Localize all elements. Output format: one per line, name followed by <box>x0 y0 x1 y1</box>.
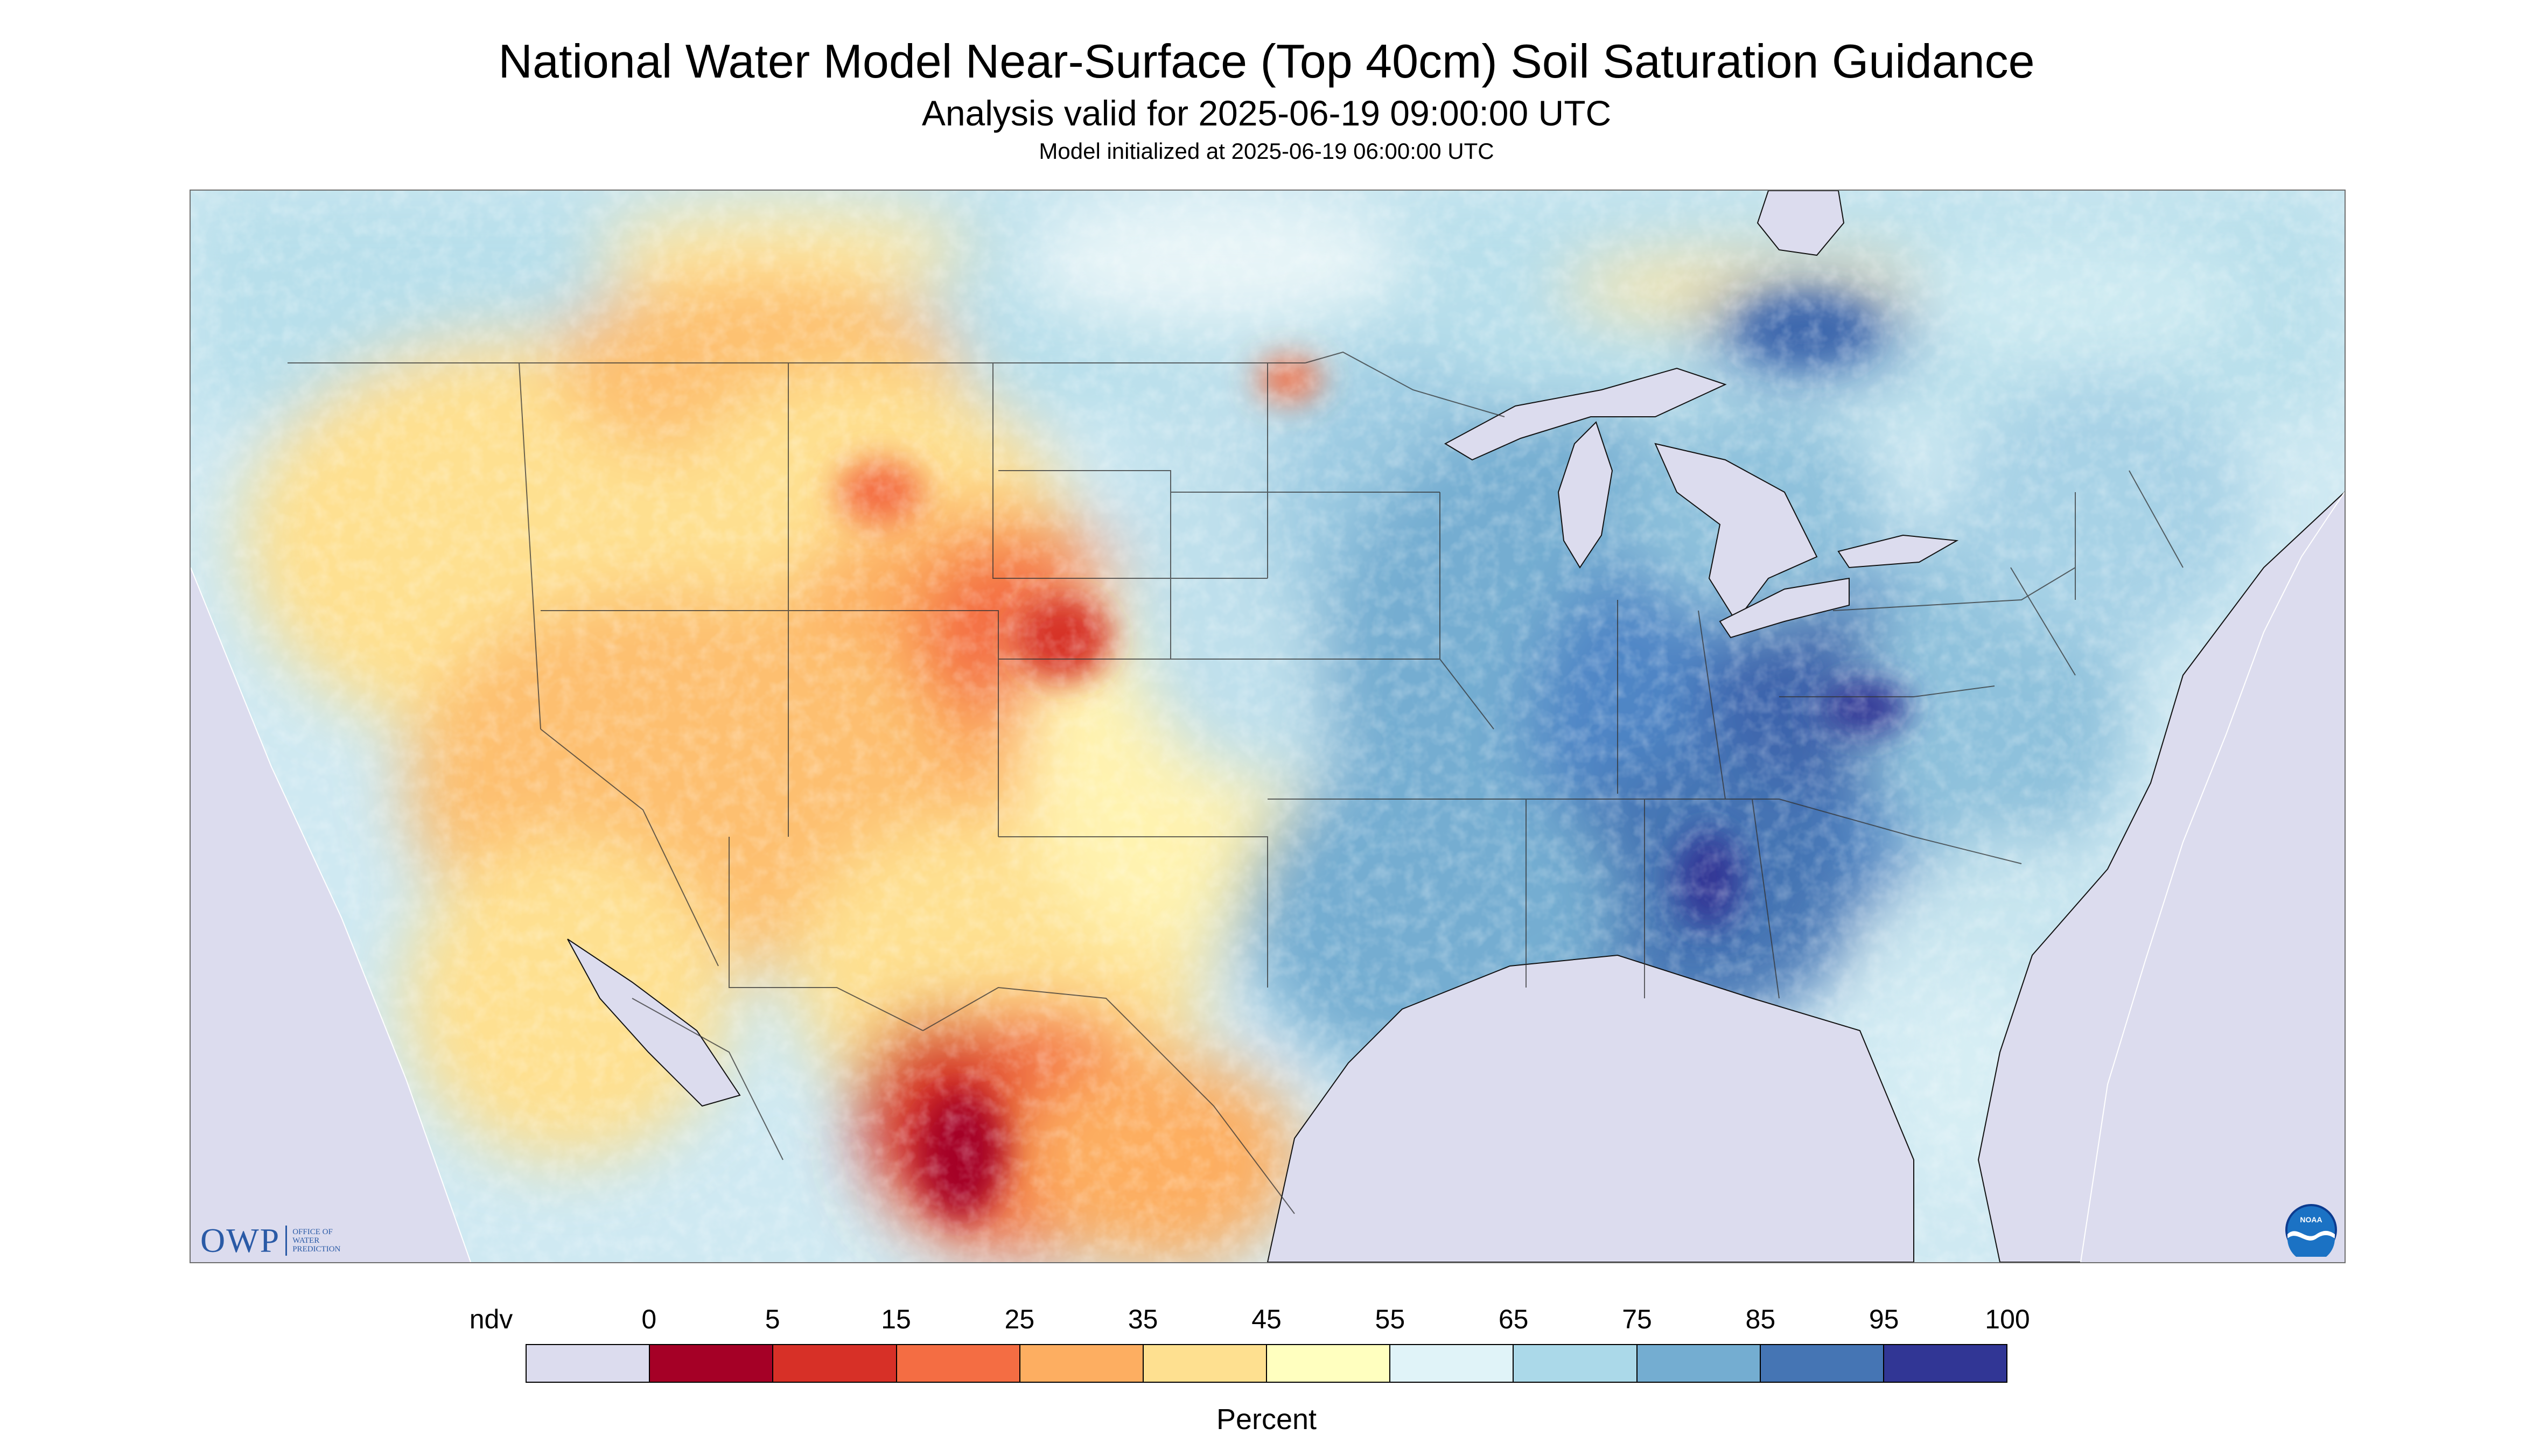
gulf-of-california <box>567 939 741 1107</box>
soil-saturation-map <box>191 191 2345 1262</box>
lake-michigan <box>1557 421 1613 569</box>
legend-tick-labels: ndv 0 5 15 25 35 45 55 65 75 85 95 100 <box>0 1303 2533 1335</box>
color-legend <box>526 1344 2008 1383</box>
legend-swatch <box>1759 1344 1884 1383</box>
legend-swatch <box>1389 1344 1514 1383</box>
legend-swatch <box>526 1344 650 1383</box>
legend-tick-label: 75 <box>1622 1304 1652 1334</box>
lake-huron <box>1654 443 1818 622</box>
legend-tick-label: 35 <box>1128 1304 1158 1334</box>
legend-tick-label: 85 <box>1745 1304 1776 1334</box>
legend-swatch <box>649 1344 774 1383</box>
noaa-logo: NOAA <box>2285 1204 2337 1257</box>
legend-tick-label: 25 <box>1004 1304 1035 1334</box>
legend-color-bar <box>526 1344 2008 1383</box>
legend-swatch <box>895 1344 1020 1383</box>
owp-logo-divider <box>285 1226 288 1256</box>
legend-tick-label: 95 <box>1869 1304 1899 1334</box>
lake-ontario <box>1837 534 1959 569</box>
legend-swatch <box>1636 1344 1761 1383</box>
legend-swatch <box>1883 1344 2008 1383</box>
legend-tick-label: 15 <box>881 1304 911 1334</box>
owp-logo-line-1: Office of <box>292 1228 333 1236</box>
legend-tick-label: 55 <box>1375 1304 1405 1334</box>
legend-tick-label: 100 <box>1985 1304 2030 1334</box>
legend-swatch <box>1019 1344 1144 1383</box>
lake-superior <box>1444 367 1727 461</box>
legend-swatch <box>772 1344 897 1383</box>
legend-tick-label: 5 <box>765 1304 780 1334</box>
model-initialized-time: Model initialized at 2025-06-19 06:00:00… <box>1039 138 1494 164</box>
legend-swatch <box>1142 1344 1268 1383</box>
owp-logo: OWP Office of Water Prediction <box>200 1223 340 1258</box>
legend-swatch <box>1513 1344 1638 1383</box>
legend-tick-label: 65 <box>1498 1304 1529 1334</box>
owp-logo-mark: OWP <box>200 1221 281 1259</box>
owp-logo-text: Office of Water Prediction <box>292 1228 340 1254</box>
map-panel: OWP Office of Water Prediction NOAA <box>190 190 2346 1263</box>
legend-tick-label: 45 <box>1251 1304 1282 1334</box>
legend-units: Percent <box>1216 1403 1317 1436</box>
owp-logo-line-3: Prediction <box>292 1245 341 1254</box>
political-borders <box>288 351 2184 1214</box>
noaa-logo-text: NOAA <box>2300 1215 2322 1224</box>
lake-erie <box>1719 577 1850 639</box>
hudson-bay <box>1757 191 1845 256</box>
legend-swatch <box>1266 1344 1391 1383</box>
land-field <box>191 191 2345 1262</box>
gulf-of-mexico <box>1266 954 1914 1262</box>
analysis-valid-time: Analysis valid for 2025-06-19 09:00:00 U… <box>921 93 1612 133</box>
map-title: National Water Model Near-Surface (Top 4… <box>498 34 2035 88</box>
owp-logo-line-2: Water <box>292 1236 320 1245</box>
legend-tick-label: ndv <box>469 1304 513 1334</box>
legend-tick-label: 0 <box>641 1304 657 1334</box>
